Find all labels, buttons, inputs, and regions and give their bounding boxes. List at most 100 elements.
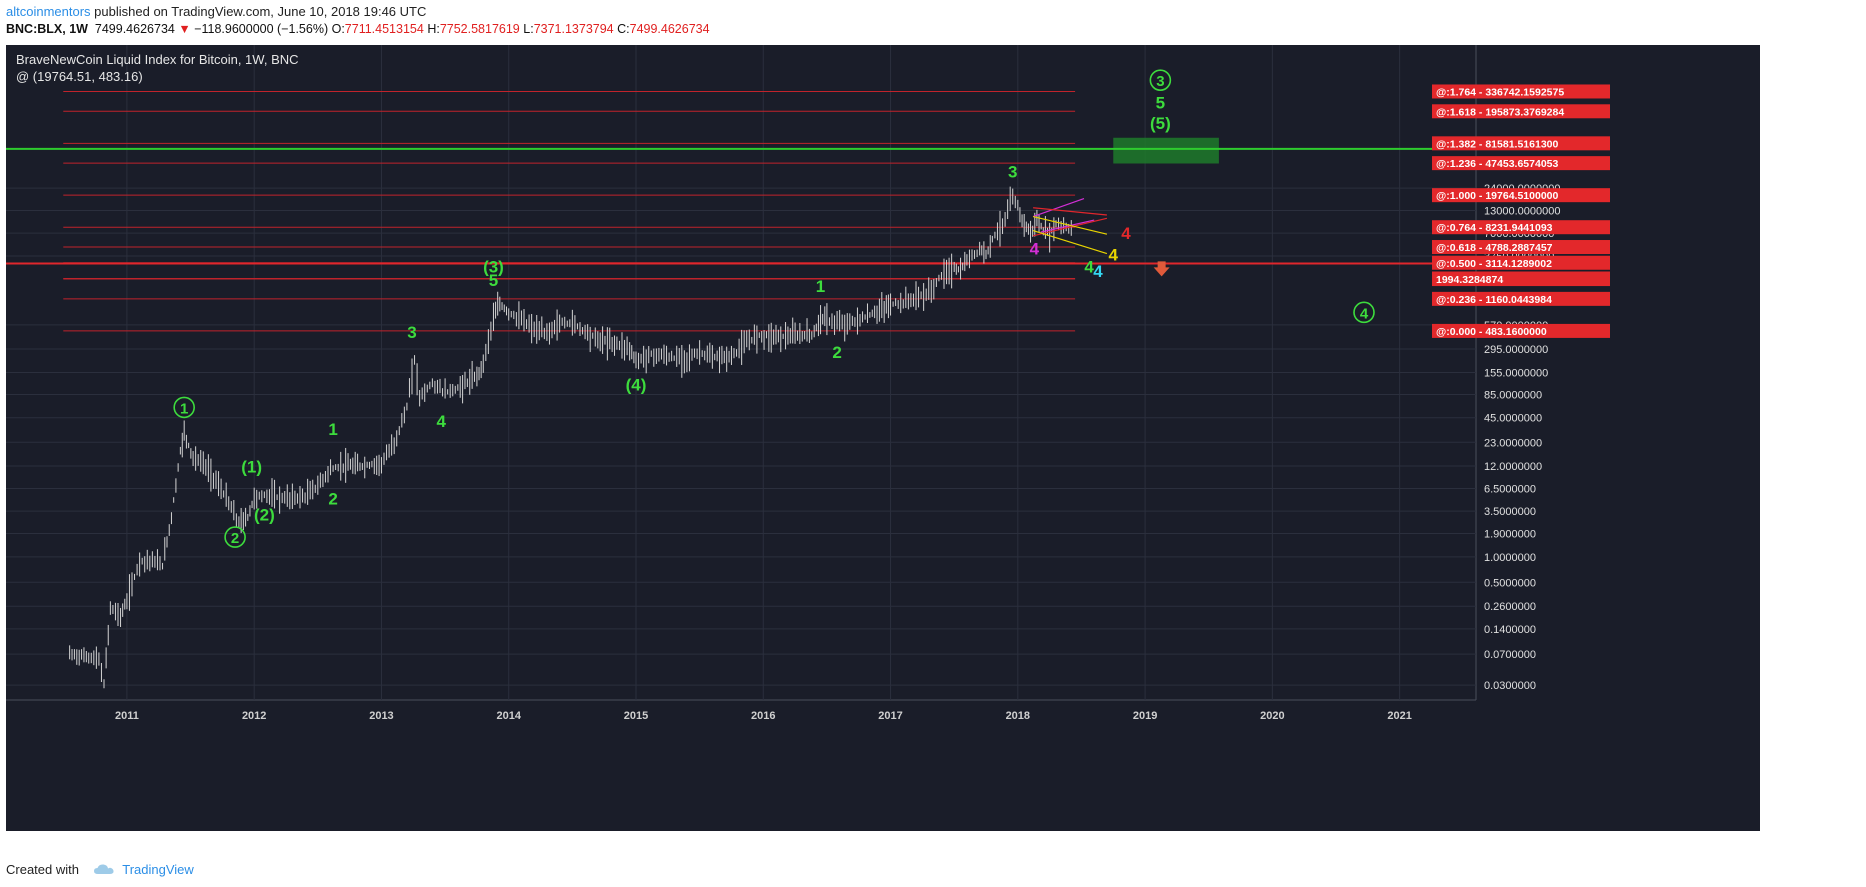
wave-label: 3 bbox=[407, 323, 416, 342]
y-tick-label: 13000.0000000 bbox=[1484, 205, 1560, 217]
chart-panel[interactable]: 2011 2012 2013 2014 2015 2016 2017 2018 2019 2020… bbox=[6, 45, 1760, 831]
x-tick-label: 2013 bbox=[369, 710, 393, 722]
tradingview-cloud-icon bbox=[93, 864, 114, 874]
x-tick-label: 2012 bbox=[242, 710, 266, 722]
fib-level-label: @:1.764 - 336742.1592575 bbox=[1436, 86, 1564, 98]
fib-level-label: @:0.500 - 3114.1289002 bbox=[1436, 258, 1552, 270]
wave-label: 3 bbox=[1156, 73, 1164, 90]
y-tick-label: 0.5000000 bbox=[1484, 577, 1536, 589]
y-tick-label: 45.0000000 bbox=[1484, 413, 1542, 425]
fib-level-label: @:0.000 - 483.1600000 bbox=[1436, 326, 1547, 338]
x-tick-label: 2011 bbox=[115, 710, 139, 722]
created-with-label: Created with bbox=[6, 862, 79, 877]
fib-level-label: @:0.236 - 1160.0443984 bbox=[1436, 294, 1552, 306]
down-triangle-icon: ▼ bbox=[178, 22, 191, 36]
wave-label-circle bbox=[173, 396, 195, 419]
y-tick-label: 0.1400000 bbox=[1484, 624, 1536, 636]
wave-label: 4 bbox=[1084, 257, 1094, 276]
y-tick-label: 85.0000000 bbox=[1484, 389, 1542, 401]
x-tick-label: 2016 bbox=[751, 710, 775, 722]
fib-level-tag bbox=[1432, 272, 1610, 287]
y-tick-label: 6.5000000 bbox=[1484, 483, 1536, 495]
close-label: C: bbox=[617, 22, 630, 36]
price-chart[interactable]: 2011 2012 2013 2014 2015 2016 2017 2018 2019 2020… bbox=[6, 45, 1760, 831]
wave-label: 4 bbox=[1030, 240, 1040, 259]
x-tick-label: 2018 bbox=[1006, 710, 1030, 722]
chart-title: BraveNewCoin Liquid Index for Bitcoin, 1… bbox=[16, 52, 299, 67]
fib-level-tag bbox=[1432, 291, 1610, 306]
red-trend-line bbox=[1032, 217, 1108, 237]
low-value: 7371.1373794 bbox=[533, 22, 614, 36]
wave-label: 2 bbox=[328, 489, 337, 508]
crosshair-readout: @ (19764.51, 483.16) bbox=[16, 69, 143, 84]
last-price: 7499.4626734 bbox=[94, 22, 175, 36]
wave-label: 1 bbox=[180, 400, 188, 417]
fib-level-tag bbox=[1432, 188, 1610, 203]
fib-level-tag bbox=[1432, 156, 1610, 171]
tradingview-link[interactable]: TradingView bbox=[122, 862, 194, 877]
wave-label: 4 bbox=[1360, 305, 1369, 322]
wave-label: 5 bbox=[1156, 94, 1165, 113]
wave-label: (5) bbox=[1150, 114, 1171, 133]
x-tick-label: 2017 bbox=[878, 710, 902, 722]
wave-label: 2 bbox=[832, 343, 841, 362]
y-tick-label: 1.9000000 bbox=[1484, 528, 1536, 540]
fib-level-tag bbox=[1432, 323, 1610, 338]
x-tick-label: 2019 bbox=[1133, 710, 1157, 722]
y-tick-label: 3.5000000 bbox=[1484, 506, 1536, 518]
y-tick-label: 0.2600000 bbox=[1484, 601, 1536, 613]
price-change: −118.9600000 (−1.56%) bbox=[194, 22, 329, 36]
fib-level-label: @:0.618 - 4788.2887457 bbox=[1436, 242, 1553, 254]
y-tick-label: 0.0300000 bbox=[1484, 680, 1536, 692]
fib-level-label: @:1.000 - 19764.5100000 bbox=[1436, 190, 1558, 202]
fib-level-tag bbox=[1432, 255, 1610, 270]
footer: Created with TradingView bbox=[6, 862, 194, 877]
ohlc-bar: BNC:BLX, 1W 7499.4626734 ▼ −118.9600000 … bbox=[6, 22, 710, 37]
low-label: L: bbox=[523, 22, 534, 36]
wave-label-circle bbox=[1149, 69, 1172, 91]
price-axis bbox=[1476, 45, 1760, 831]
fib-level-tag bbox=[1432, 220, 1610, 235]
wave-label: 3 bbox=[1008, 163, 1017, 182]
target-zone-box bbox=[1113, 137, 1219, 164]
fib-level-tag bbox=[1432, 84, 1610, 99]
wave-label: 4 bbox=[1093, 262, 1103, 281]
wave-label: 4 bbox=[1121, 224, 1131, 243]
wave-label: (2) bbox=[254, 506, 275, 525]
high-label: H: bbox=[427, 22, 440, 36]
fib-level-label: 1994.3284874 bbox=[1436, 274, 1503, 286]
fib-level-label: @:1.382 - 81581.5161300 bbox=[1436, 138, 1558, 150]
wave-label-circle bbox=[1353, 301, 1375, 324]
close-value: 7499.4626734 bbox=[629, 22, 710, 36]
magenta-trend-line bbox=[1040, 219, 1095, 233]
yellow-trend-line bbox=[1032, 230, 1108, 255]
yellow-trend-line bbox=[1032, 216, 1108, 235]
fib-level-label: @:0.764 - 8231.9441093 bbox=[1436, 222, 1553, 234]
x-tick-label: 2020 bbox=[1260, 710, 1284, 722]
wave-label-circle bbox=[224, 526, 246, 548]
y-tick-label: 23.0000000 bbox=[1484, 437, 1542, 449]
y-tick-label: 295.0000000 bbox=[1484, 344, 1548, 356]
wave-label: 1 bbox=[328, 420, 337, 439]
publish-header: altcoinmentors published on TradingView.… bbox=[6, 4, 426, 19]
wave-label: 1 bbox=[816, 277, 825, 296]
author-link[interactable]: altcoinmentors bbox=[6, 4, 91, 19]
published-text: published on TradingView.com, June 10, 2… bbox=[94, 4, 427, 19]
fib-level-tag bbox=[1432, 104, 1610, 119]
fib-level-label: @:1.236 - 47453.6574053 bbox=[1436, 158, 1558, 170]
chart-legend: BraveNewCoin Liquid Index for Bitcoin, 1… bbox=[16, 51, 299, 85]
y-tick-label: 0.0700000 bbox=[1484, 649, 1536, 661]
red-trend-line bbox=[1033, 207, 1107, 216]
x-tick-label: 2015 bbox=[624, 710, 648, 722]
wave-label: (3) bbox=[483, 257, 504, 276]
fib-level-label: @:1.618 - 195873.3769284 bbox=[1436, 106, 1564, 118]
y-tick-label: 155.0000000 bbox=[1484, 367, 1548, 379]
wave-label: (1) bbox=[241, 458, 262, 477]
wave-label: 4 bbox=[437, 412, 447, 431]
wave-label: 2 bbox=[231, 530, 239, 547]
open-label: O: bbox=[331, 22, 345, 36]
fib-level-tag bbox=[1432, 136, 1610, 151]
y-tick-label: 1.0000000 bbox=[1484, 552, 1536, 564]
wave-label: (4) bbox=[626, 375, 647, 394]
fib-level-tag bbox=[1432, 240, 1610, 255]
